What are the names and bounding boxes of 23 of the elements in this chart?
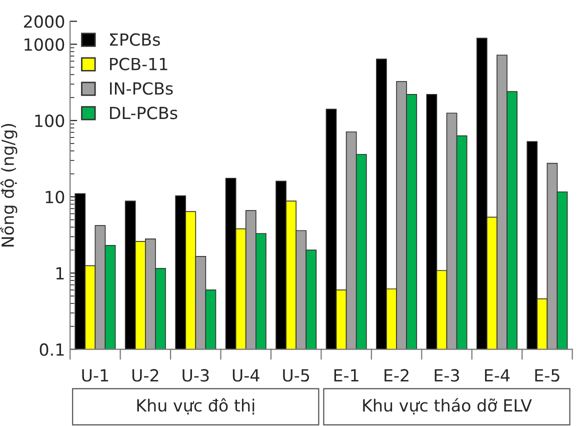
y-tick-label: 1000 [24, 38, 64, 51]
y-tick-label: 10 [46, 190, 64, 204]
y-tick-label: 100 [35, 114, 64, 128]
text: Khu vực tháo dỡ ELV [363, 398, 532, 414]
y-axis-title: Nồng độ (ng/g) [0, 124, 18, 246]
legend-label: DL-PCBs [110, 106, 178, 120]
legend-label: PCB-11 [110, 58, 168, 70]
x-tick-label: E-5 [535, 369, 560, 382]
legend-label: ΣPCBs [110, 33, 160, 46]
x-tick-label: E-4 [485, 369, 510, 382]
y-tick-label: 2000 [24, 15, 64, 28]
legend-label: IN-PCBs [110, 82, 173, 95]
y-tick-label: 0.1 [40, 343, 64, 356]
x-tick-label: U-1 [82, 369, 108, 382]
x-tick-label: U-3 [182, 369, 209, 382]
x-tick-label: E-1 [334, 369, 358, 382]
text: Khu vực đô thị [137, 398, 254, 414]
y-tick-label: 1 [56, 267, 64, 280]
x-tick-label: U-4 [232, 369, 260, 382]
x-tick-label: E-2 [384, 369, 408, 382]
x-tick-label: E-3 [434, 369, 459, 382]
x-tick-label: U-5 [283, 369, 310, 382]
x-tick-label: U-2 [132, 369, 158, 382]
